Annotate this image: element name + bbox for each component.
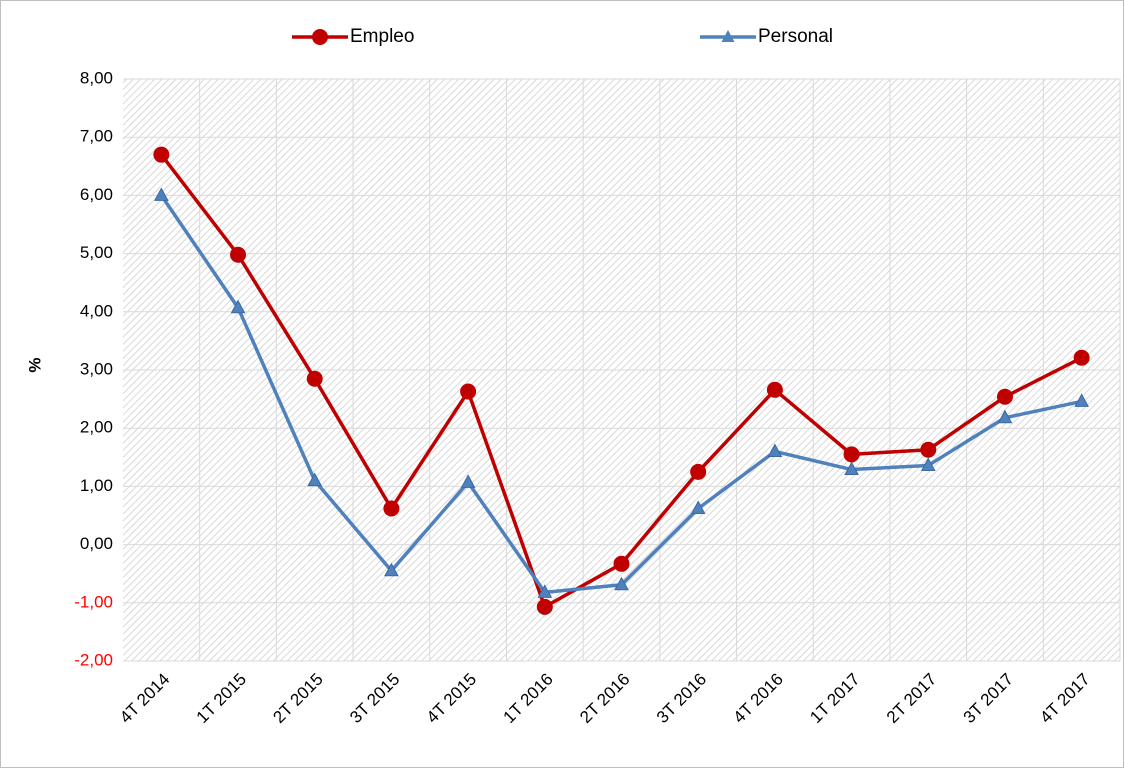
y-tick-label: 0,00 [80,534,113,553]
data-point [1074,393,1089,407]
data-point [844,461,859,476]
data-point [537,584,553,598]
data-point [920,457,936,471]
data-point [766,381,783,398]
data-point [230,299,246,314]
y-tick-label: 2,00 [80,418,113,437]
data-point [460,474,476,488]
legend-label: Personal [758,26,833,47]
data-point [843,446,860,463]
data-point [996,388,1013,405]
data-point [767,443,783,457]
data-point [154,187,169,201]
data-point [613,555,630,572]
data-point [997,409,1013,424]
y-tick-label: 8,00 [80,68,113,87]
data-point [690,500,706,515]
data-point [306,370,323,387]
data-point [920,441,937,458]
y-tick-label: 7,00 [80,127,113,146]
legend-marker [312,29,328,45]
data-point [460,383,477,400]
legend-label: Empleo [350,26,414,47]
data-point [536,598,553,615]
data-point [230,246,247,263]
data-point [153,146,170,163]
data-point [690,463,707,480]
data-point [384,562,399,577]
y-tick-label: 5,00 [80,243,113,262]
y-axis-label: % [25,357,44,372]
y-tick-label: 3,00 [80,359,113,378]
data-point [1073,349,1090,366]
y-tick-label: 4,00 [80,301,113,320]
data-point [614,576,629,591]
y-tick-label: -1,00 [74,592,113,611]
data-point [307,472,323,487]
y-tick-label: 1,00 [80,476,113,495]
y-tick-label: -2,00 [74,650,113,669]
legend-marker [721,30,735,42]
y-tick-label: 6,00 [80,185,113,204]
data-point [383,500,400,517]
